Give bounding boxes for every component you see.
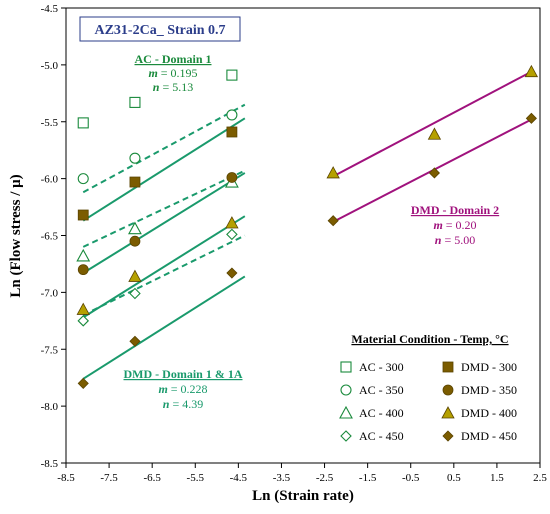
data-point-ac-300 [226,69,238,81]
legend-title: Material Condition - Temp, °C [351,332,508,346]
legend-marker-dmd-300 [442,361,454,373]
annotation-m-dmd-domain-1-1a: m = 0.228 [158,382,207,396]
fit-line-dmd-domain-1-1a [82,117,246,222]
legend-label-ac-300: AC - 300 [359,360,404,374]
data-point-dmd-450 [428,167,440,179]
data-point-dmd-450 [525,112,537,124]
data-point-dmd-400 [225,216,239,229]
annotation-m-dmd-domain-2: m = 0.20 [433,218,476,232]
legend-label-ac-350: AC - 350 [359,383,404,397]
annotation-n-dmd-domain-2: n = 5.00 [435,233,475,247]
data-point-dmd-450 [327,215,339,227]
y-tick-label: -7.0 [41,287,59,299]
legend: AC - 300 AC - 350 AC - 400 AC - 450 DMD - 30… [339,360,517,443]
x-tick-label: 1.5 [490,472,504,484]
y-tick-label: -8.0 [41,401,59,413]
data-point-dmd-300 [77,209,89,221]
annotation-title-ac-domain-1: AC - Domain 1 [135,52,212,66]
legend-marker-dmd-400 [441,406,455,419]
x-tick-label: -5.5 [187,472,205,484]
data-point-dmd-350 [226,172,238,183]
x-axis-label: Ln (Strain rate) [252,488,354,504]
legend-label-dmd-400: DMD - 400 [461,406,517,420]
legend-label-ac-450: AC - 450 [359,429,404,443]
legend-marker-ac-300 [340,361,352,373]
legend-label-dmd-300: DMD - 300 [461,360,517,374]
data-point-ac-450 [77,315,90,327]
data-point-ac-400 [128,221,142,235]
x-tick-label: 0.5 [447,472,461,484]
y-tick-label: -8.5 [41,458,59,470]
data-point-ac-450 [226,228,238,241]
data-point-dmd-450 [77,377,89,389]
chart-title: AZ31-2Ca_ Strain 0.7 [94,23,225,38]
x-tick-label: -3.5 [273,472,291,484]
y-tick-label: -5.0 [41,60,59,72]
data-point-dmd-350 [129,235,141,247]
markers-layer [76,64,539,389]
data-point-ac-350 [226,109,238,121]
data-point-dmd-400 [76,302,90,315]
x-tick-label: -8.5 [57,472,75,484]
annotation-n-ac-domain-1: n = 5.13 [153,80,193,94]
fit-line-dmd-domain-1-1a [82,215,246,319]
data-point-dmd-300 [129,176,141,188]
x-axis-ticks: -8.5 -7.5 -6.5 -5.5 -4.5 -3.5 -2.5 -1.5 -0.5 0.5 1… [57,463,547,484]
legend-label-ac-400: AC - 400 [359,406,404,420]
data-point-ac-350 [77,173,89,185]
y-axis-label: Ln (Flow stress / μ) [8,174,24,297]
data-point-dmd-300 [226,126,238,138]
x-tick-label: -7.5 [100,472,118,484]
y-tick-label: -7.5 [41,344,59,356]
y-tick-label: -4.5 [41,3,59,15]
data-point-dmd-450 [226,267,238,279]
legend-marker-dmd-350 [442,384,454,396]
fit-line-dmd-domain-2 [332,70,532,178]
data-point-dmd-400 [326,166,340,179]
legend-marker-ac-400 [339,405,353,419]
data-point-dmd-450 [129,335,141,347]
fit-line-ac-domain-1 [82,234,246,317]
fit-line-dmd-domain-1-1a [82,275,246,380]
x-tick-label: 2.5 [533,472,547,484]
data-point-ac-350 [129,152,141,164]
fit-lines-layer [82,70,532,380]
y-axis-ticks: -4.5 -5.0 -5.5 -6.0 -6.5 -7.0 -7.5 -8.0 -8.5 [41,3,66,470]
y-tick-label: -5.5 [41,117,59,129]
legend-marker-ac-450 [340,430,352,442]
x-tick-label: -1.5 [359,472,377,484]
data-point-dmd-350 [77,264,89,276]
legend-marker-ac-350 [340,384,352,396]
data-point-ac-400 [76,248,91,262]
legend-marker-dmd-450 [442,430,454,442]
annotation-m-ac-domain-1: m = 0.195 [148,66,197,80]
chart-title-box [79,16,241,42]
x-tick-label: -6.5 [143,472,161,484]
data-point-dmd-400 [427,127,442,140]
data-point-ac-300 [77,117,89,129]
x-tick-label: -0.5 [402,472,420,484]
x-tick-label: -2.5 [316,472,334,484]
annotation-title-dmd-domain-2: DMD - Domain 2 [411,203,499,217]
y-tick-label: -6.0 [41,174,59,186]
data-point-ac-450 [129,287,141,300]
legend-label-dmd-450: DMD - 450 [461,429,517,443]
fit-line-dmd-domain-1-1a [82,172,246,274]
annotation-n-dmd-domain-1-1a: n = 4.39 [163,397,203,411]
legend-label-dmd-350: DMD - 350 [461,383,517,397]
annotation-title-dmd-domain-1-1a: DMD - Domain 1 & 1A [124,367,243,381]
x-tick-label: -4.5 [230,472,248,484]
data-point-dmd-400 [128,269,142,282]
y-tick-label: -6.5 [41,231,59,243]
data-point-ac-300 [129,96,141,108]
fit-line-ac-domain-1 [82,103,246,194]
data-point-dmd-400 [524,64,539,78]
